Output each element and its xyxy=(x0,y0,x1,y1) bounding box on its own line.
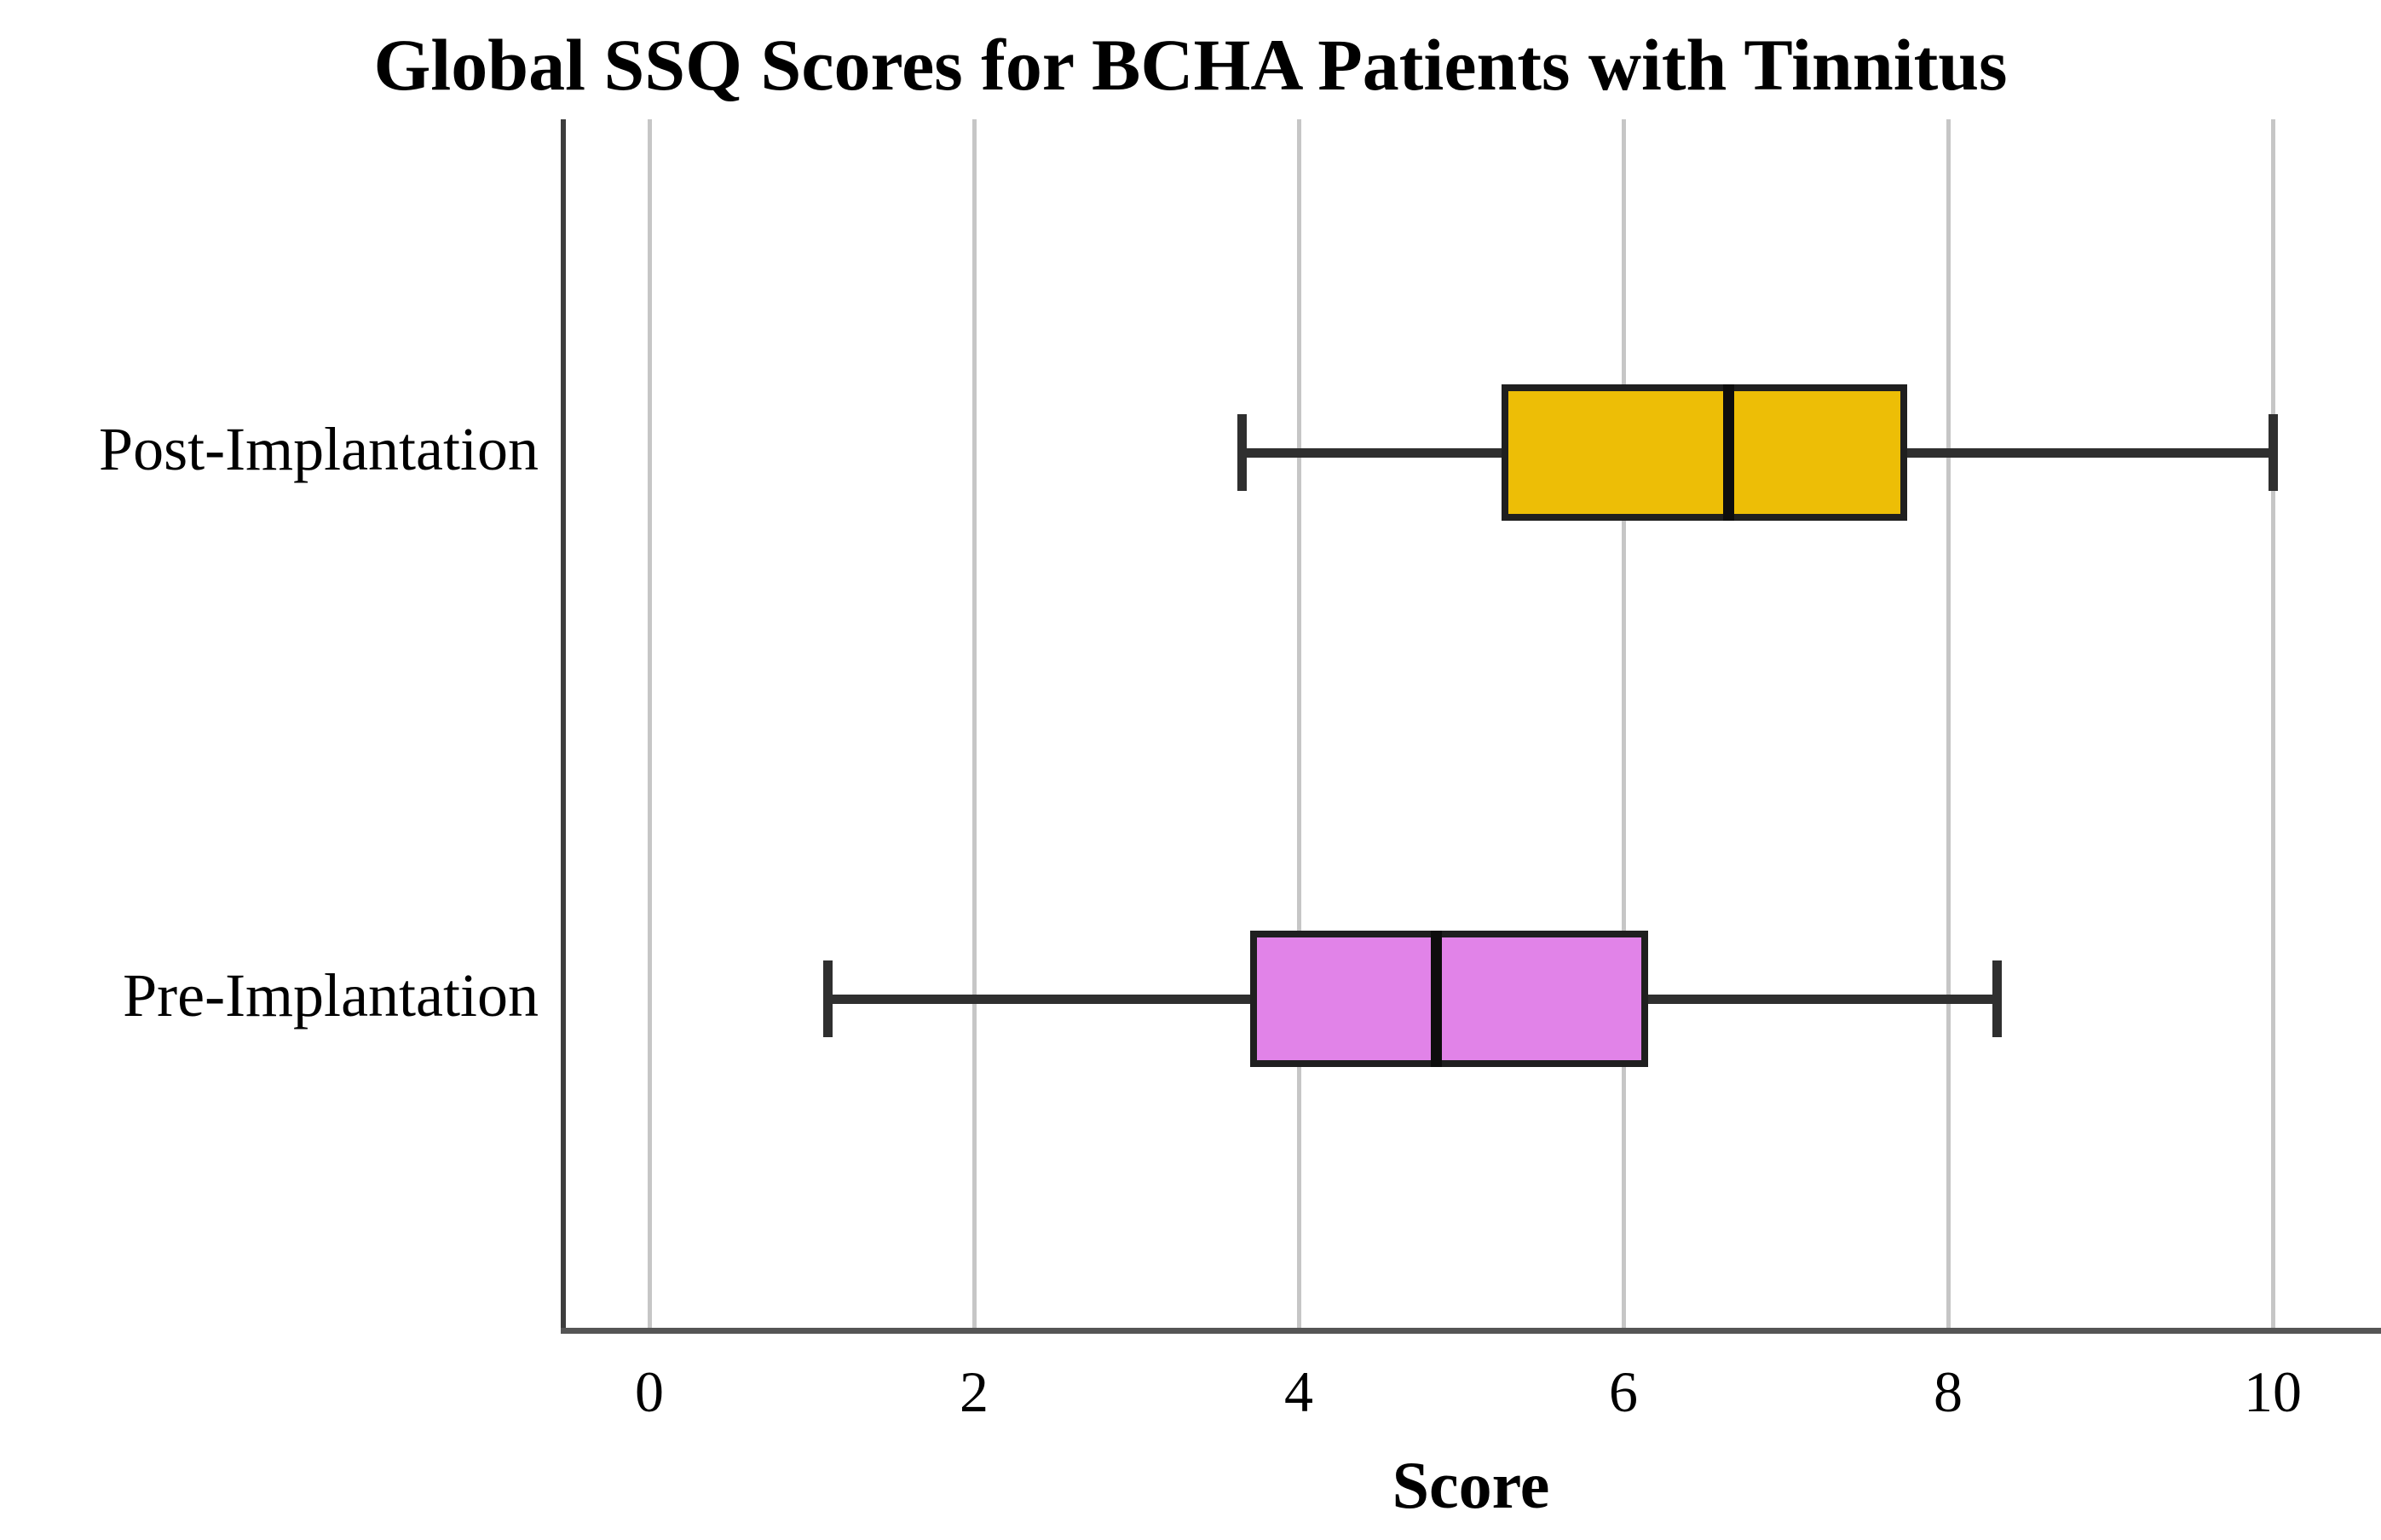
x-tick-label-6: 6 xyxy=(1609,1359,1638,1424)
median-line xyxy=(1431,931,1443,1068)
gridline-x-0 xyxy=(647,119,652,1334)
gridline-x-10 xyxy=(2270,119,2275,1334)
x-tick-label-10: 10 xyxy=(2244,1359,2302,1424)
plot-area xyxy=(561,119,2381,1334)
whisker-line-high xyxy=(1907,447,2273,458)
y-axis-line xyxy=(561,119,566,1334)
x-tick-label-0: 0 xyxy=(635,1359,664,1424)
chart-title: Global SSQ Scores for BCHA Patients with… xyxy=(373,24,2008,106)
whisker-cap-min xyxy=(1237,414,1247,492)
whisker-line-low xyxy=(1242,447,1502,458)
gridline-x-6 xyxy=(1621,119,1626,1334)
whisker-cap-max xyxy=(1992,960,2002,1038)
iqr-box xyxy=(1502,384,1908,522)
gridline-x-8 xyxy=(1946,119,1951,1334)
iqr-box xyxy=(1249,931,1648,1068)
gridline-x-2 xyxy=(971,119,977,1334)
x-tick-label-4: 4 xyxy=(1284,1359,1313,1424)
x-tick-label-2: 2 xyxy=(960,1359,989,1424)
whisker-cap-min xyxy=(823,960,833,1038)
whisker-line-low xyxy=(827,994,1250,1004)
x-axis-title: Score xyxy=(1392,1448,1550,1522)
whisker-cap-max xyxy=(2268,414,2278,492)
whisker-line-high xyxy=(1647,994,1998,1004)
category-label-post: Post-Implantation xyxy=(99,415,539,484)
x-axis-line xyxy=(561,1328,2381,1334)
gridline-x-4 xyxy=(1296,119,1301,1334)
category-label-pre: Pre-Implantation xyxy=(123,961,539,1030)
median-line xyxy=(1723,384,1735,522)
x-tick-label-8: 8 xyxy=(1934,1359,1963,1424)
